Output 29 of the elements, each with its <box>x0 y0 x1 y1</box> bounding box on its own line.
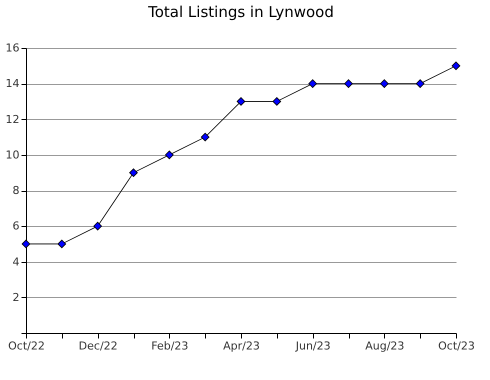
x-tick-label: Apr/23 <box>223 340 260 352</box>
point <box>165 150 174 160</box>
x-tick-label: Oct/23 <box>438 340 475 352</box>
y-tick-label: 10 <box>6 148 20 162</box>
point <box>200 132 210 142</box>
point <box>93 222 102 230</box>
point <box>380 79 389 88</box>
x-tick-label: Dec/22 <box>78 340 118 352</box>
y-tick-label: 8 <box>12 184 20 197</box>
x-tick-label: Oct/22 <box>8 340 45 352</box>
point <box>129 168 138 177</box>
point <box>344 79 353 88</box>
point <box>308 79 317 88</box>
point <box>236 97 246 106</box>
y-tick-label: 2 <box>12 290 20 304</box>
point <box>58 240 66 248</box>
y-tick-label: 12 <box>6 112 20 126</box>
x-tick-label: Aug/23 <box>365 340 404 352</box>
y-tick-label: 16 <box>6 42 20 54</box>
point <box>416 79 424 88</box>
x-tick-label: Feb/23 <box>151 340 188 352</box>
x-tick-label: Jun/23 <box>294 340 331 352</box>
y-tick-label: 14 <box>6 77 20 90</box>
y-tick-label: 6 <box>12 220 20 233</box>
y-tick-label: 4 <box>12 255 20 268</box>
chart-title: Total Listings in Lynwood <box>147 3 334 21</box>
point <box>22 240 30 248</box>
point <box>272 97 282 106</box>
point <box>452 62 460 70</box>
